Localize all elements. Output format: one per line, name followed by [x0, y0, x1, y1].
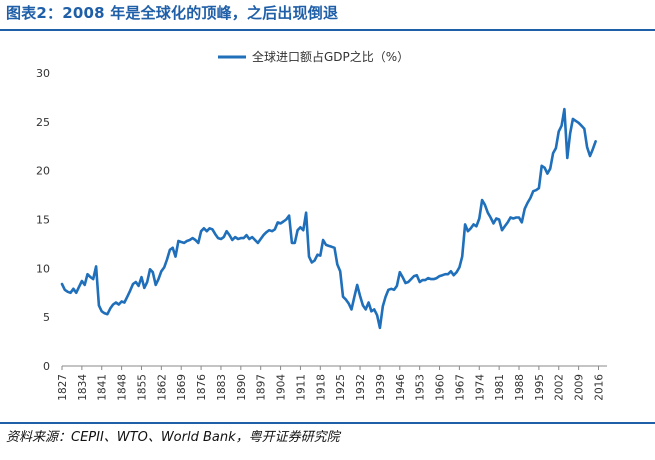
x-tick-label: 1925 — [335, 374, 347, 401]
x-tick-label: 1827 — [57, 374, 69, 401]
x-tick-label: 1876 — [196, 374, 208, 401]
x-tick-label: 2016 — [593, 374, 605, 401]
x-tick-label: 1932 — [355, 374, 367, 401]
y-tick-label: 0 — [43, 360, 50, 373]
title-rule — [0, 29, 655, 31]
x-tick-label: 1855 — [136, 374, 148, 401]
x-tick-label: 1883 — [216, 374, 228, 401]
x-tick-label: 1869 — [176, 374, 188, 401]
source-note: 资料来源：CEPII、WTO、World Bank，粤开证券研究院 — [6, 430, 340, 445]
x-tick-label: 2002 — [554, 374, 566, 401]
x-tick-label: 1918 — [315, 374, 327, 401]
y-tick-label: 10 — [36, 262, 50, 275]
x-tick-label: 1848 — [117, 374, 129, 401]
x-tick-label: 1995 — [534, 374, 546, 401]
x-tick-label: 1890 — [236, 374, 248, 401]
x-tick-label: 1967 — [454, 374, 466, 401]
x-tick-label: 1897 — [256, 374, 268, 401]
x-tick-label: 1974 — [474, 374, 486, 401]
x-tick-label: 1981 — [494, 374, 506, 401]
y-tick-label: 30 — [36, 67, 50, 80]
x-tick-label: 1939 — [375, 374, 387, 401]
y-tick-label: 20 — [36, 165, 50, 178]
source-rule — [0, 422, 655, 424]
x-tick-label: 2009 — [574, 374, 586, 401]
x-tick-label: 1841 — [97, 374, 109, 401]
legend-label: 全球进口额占GDP之比（%） — [252, 49, 409, 64]
series-line — [60, 107, 597, 330]
x-tick-label: 1946 — [395, 374, 407, 401]
y-tick-label: 5 — [43, 311, 50, 324]
x-tick-label: 1834 — [77, 374, 89, 401]
x-tick-label: 1953 — [415, 374, 427, 401]
x-tick-label: 1960 — [435, 374, 447, 401]
x-tick-label: 1911 — [295, 374, 307, 401]
x-tick-label: 1988 — [514, 374, 526, 401]
figure-title: 图表2：2008 年是全球化的顶峰，之后出现倒退 — [6, 4, 339, 22]
line-chart: 0 5 10 15 20 25 30 1827 1834 1841 1848 1855 1862 1869… — [36, 49, 607, 401]
y-tick-label: 25 — [36, 116, 50, 129]
x-tick-label: 1862 — [156, 374, 168, 401]
y-tick-label: 15 — [36, 214, 50, 227]
x-tick-label: 1904 — [276, 374, 288, 401]
